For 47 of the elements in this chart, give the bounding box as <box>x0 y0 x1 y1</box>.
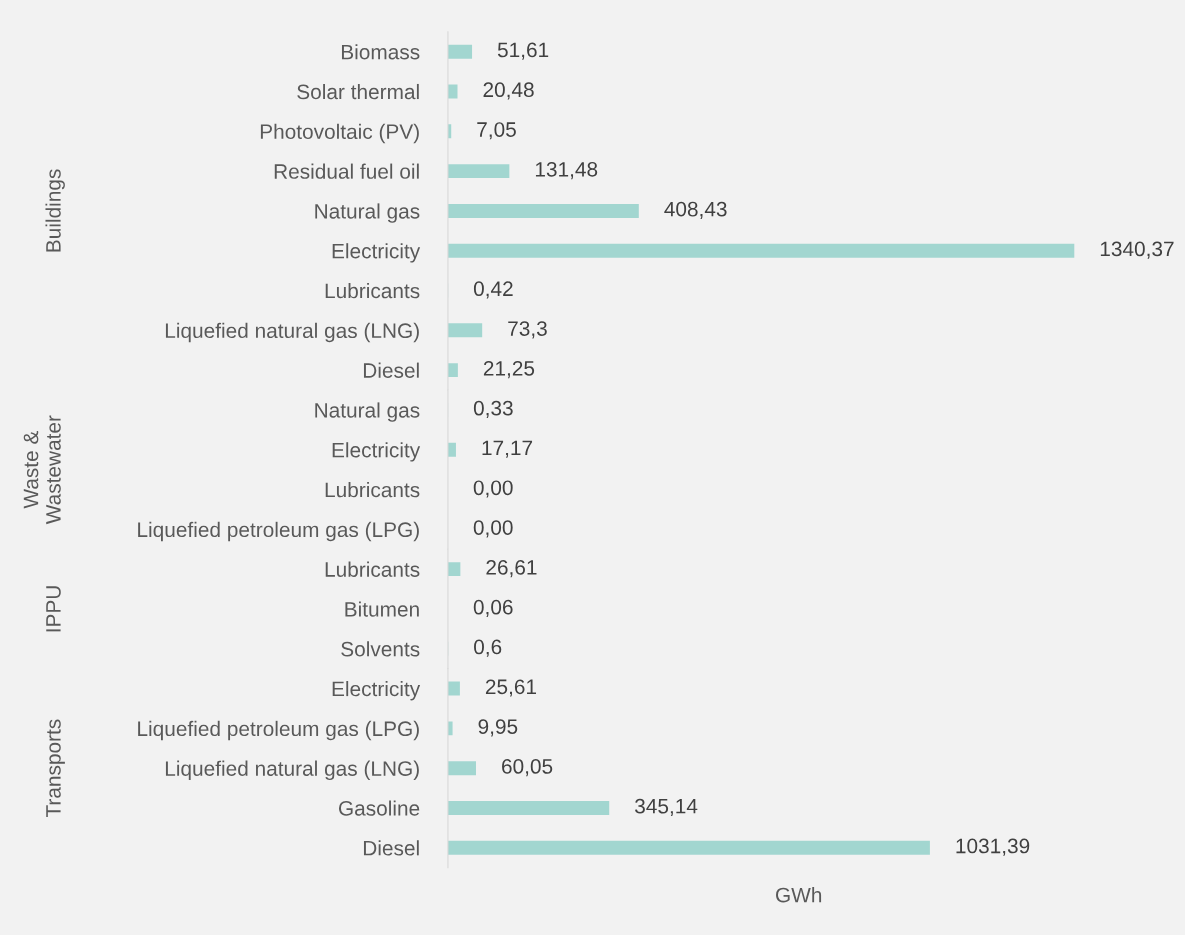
y-tick-label: Lubricants <box>325 561 420 577</box>
y-tick-label: Photovoltaic (PV) <box>260 123 419 144</box>
data-label: 21,25 <box>483 360 535 379</box>
y-tick-label: Electricity <box>332 243 421 263</box>
data-label: 1031,39 <box>956 838 1030 856</box>
y-axis-title: Waste & Wastewater <box>23 415 61 525</box>
y-tick-label: Diesel <box>363 840 419 856</box>
data-label: 20,48 <box>483 82 534 100</box>
data-label: 131,48 <box>535 161 598 180</box>
y-tick-label: Solvents <box>341 641 420 657</box>
data-label: 0,06 <box>473 599 513 618</box>
data-label: 345,14 <box>635 798 698 817</box>
y-tick-label: Electricity <box>332 442 421 462</box>
y-tick-label: Liquefied petroleum gas (LPG) <box>138 521 419 542</box>
data-label: 0,6 <box>474 639 502 657</box>
data-label: 51,61 <box>497 42 549 60</box>
data-label: 1340,37 <box>1100 241 1174 259</box>
y-axis-title: Transports <box>46 719 65 818</box>
data-label: 0,42 <box>473 281 513 299</box>
y-tick-label: Biomass <box>341 44 420 60</box>
data-label: 0,00 <box>473 520 513 538</box>
data-label: 60,05 <box>502 759 553 777</box>
data-label: 26,61 <box>486 559 537 578</box>
y-tick-label: Diesel <box>363 362 419 378</box>
y-tick-label: Liquefied natural gas (LNG) <box>165 322 419 343</box>
y-axis-title: IPPU <box>46 586 61 632</box>
data-label: 0,33 <box>473 400 513 418</box>
y-tick-label: Lubricants <box>325 481 420 498</box>
y-tick-label: Bitumen <box>345 601 419 617</box>
y-tick-label: Liquefied petroleum gas (LPG) <box>138 720 419 741</box>
data-label: 0,00 <box>473 480 513 498</box>
data-label: 73,3 <box>508 321 547 339</box>
y-tick-label: Solar thermal <box>297 83 419 100</box>
y-tick-label: Natural gas <box>315 203 420 223</box>
y-tick-label: Gasoline <box>338 800 420 816</box>
y-tick-label: Residual fuel oil <box>274 163 419 179</box>
y-tick-label: Lubricants <box>325 282 420 299</box>
data-label: 25,61 <box>485 679 537 697</box>
x-axis-title: GWh <box>776 887 822 903</box>
data-label: 7,05 <box>477 122 516 140</box>
y-tick-label: Natural gas <box>315 402 420 422</box>
y-tick-label: Liquefied natural gas (LNG) <box>165 760 419 781</box>
y-axis-title: Buildings <box>45 169 65 252</box>
data-label: 408,43 <box>664 201 727 219</box>
y-tick-label: Electricity <box>332 681 421 701</box>
data-label: 9,95 <box>478 719 518 737</box>
data-label: 17,17 <box>482 440 533 458</box>
